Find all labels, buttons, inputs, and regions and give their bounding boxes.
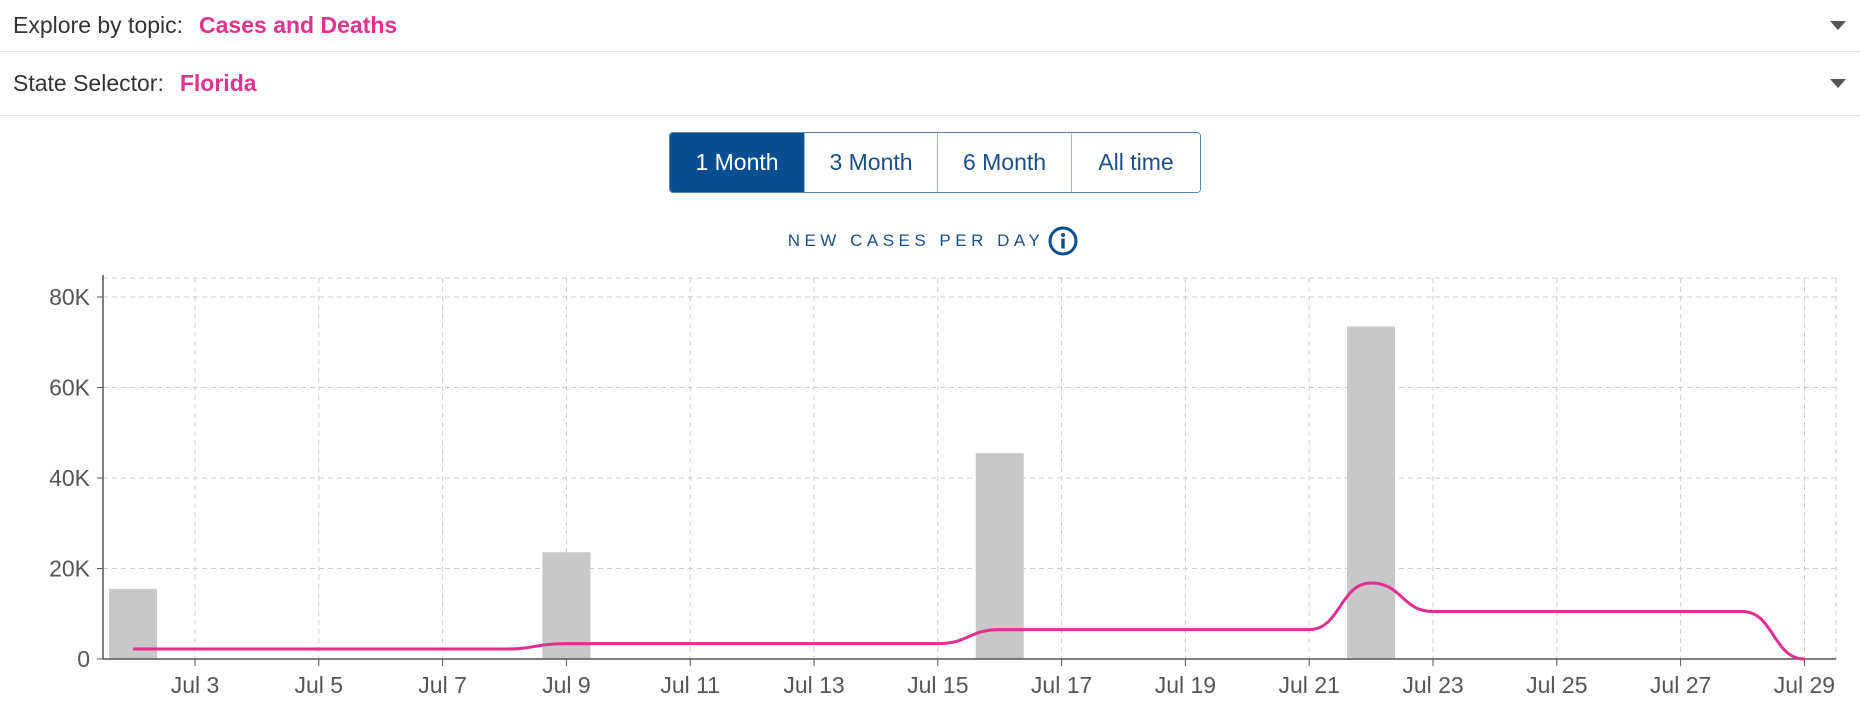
x-tick-label: Jul 27 (1650, 672, 1711, 698)
x-tick-label: Jul 13 (783, 672, 844, 698)
y-tick-label: 60K (49, 375, 91, 401)
x-tick-label: Jul 9 (542, 672, 591, 698)
seven-day-average-line (133, 581, 1805, 661)
info-icon[interactable] (1048, 226, 1078, 256)
tab-3-month[interactable]: 3 Month (805, 133, 938, 192)
x-tick-label: Jul 23 (1402, 672, 1463, 698)
x-tick-label: Jul 15 (907, 672, 968, 698)
time-range-tabs: 1 Month 3 Month 6 Month All time (669, 132, 1201, 193)
chart-title-row: NEW CASES PER DAY (0, 226, 1860, 256)
chevron-down-icon[interactable] (1830, 21, 1846, 30)
bar-jul-16 (975, 453, 1024, 659)
x-tick-label: Jul 21 (1279, 672, 1340, 698)
x-tick-label: Jul 29 (1774, 672, 1835, 698)
x-tick-label: Jul 19 (1155, 672, 1216, 698)
tab-6-month[interactable]: 6 Month (938, 133, 1072, 192)
x-tick-label: Jul 17 (1031, 672, 1092, 698)
bar-jul-9 (542, 552, 591, 659)
tab-all-time[interactable]: All time (1072, 133, 1200, 192)
y-tick-label: 0 (77, 646, 90, 672)
x-tick-label: Jul 25 (1526, 672, 1587, 698)
x-tick-label: Jul 7 (418, 672, 467, 698)
chart-title: NEW CASES PER DAY (787, 231, 1045, 250)
state-selector-label: State Selector: (13, 70, 164, 96)
topic-selector-label: Explore by topic: (13, 12, 184, 38)
state-selector[interactable]: State Selector: Florida (0, 52, 1860, 116)
topic-selector-value[interactable]: Cases and Deaths (199, 12, 398, 38)
y-tick-label: 40K (49, 465, 91, 491)
state-selector-value[interactable]: Florida (179, 70, 257, 96)
x-tick-label: Jul 3 (171, 672, 220, 698)
chevron-down-icon[interactable] (1830, 79, 1846, 88)
y-tick-label: 80K (49, 284, 91, 310)
y-tick-label: 20K (49, 556, 91, 582)
bar-jul-2 (109, 588, 158, 659)
x-tick-label: Jul 5 (295, 672, 344, 698)
topic-selector[interactable]: Explore by topic: Cases and Deaths (0, 0, 1860, 52)
bar-jul-22 (1347, 326, 1396, 659)
new-cases-chart: 0 20K 40K 60K 80K Jul 3 Jul 5 Jul 7 Jul 9 Jul 11 J… (49, 275, 1837, 698)
x-tick-label: Jul 11 (660, 672, 720, 698)
tab-1-month[interactable]: 1 Month (670, 133, 805, 192)
